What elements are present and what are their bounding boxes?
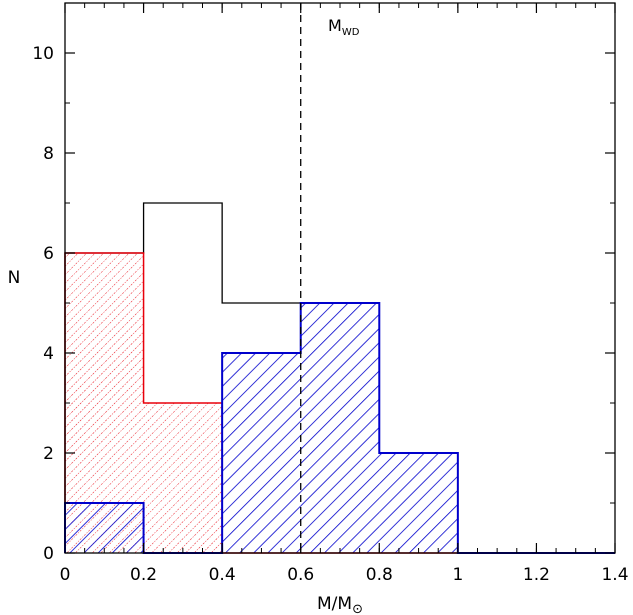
axes: 0 0.2 0.4 0.6 0.8 1 1.2 1.4 0 2 4 6 8 10 bbox=[32, 2, 629, 585]
x-tick-label: 0.4 bbox=[209, 565, 236, 585]
y-tick-label: 0 bbox=[43, 544, 54, 564]
x-tick-label: 1.2 bbox=[523, 565, 550, 585]
red-bar-fill bbox=[143, 403, 223, 553]
blue-bar-fill bbox=[65, 503, 144, 553]
wd-mass-annotation: MWD bbox=[328, 16, 360, 38]
x-axis-label-main: M/M bbox=[317, 594, 352, 614]
y-tick-label: 10 bbox=[32, 44, 54, 64]
wd-annotation-subscript: WD bbox=[342, 27, 360, 38]
y-tick-label: 2 bbox=[43, 444, 54, 464]
x-tick-label: 0.8 bbox=[366, 565, 393, 585]
y-tick-label: 4 bbox=[43, 344, 54, 364]
x-tick-label: 0.6 bbox=[287, 565, 314, 585]
blue-bar-fill bbox=[379, 453, 458, 553]
y-tick-label: 6 bbox=[43, 244, 54, 264]
x-tick-label: 0.2 bbox=[130, 565, 157, 585]
wd-annotation-main: M bbox=[328, 16, 342, 35]
sun-symbol: ⊙ bbox=[352, 602, 363, 615]
x-tick-label: 1 bbox=[452, 565, 463, 585]
plot-area bbox=[64, 3, 615, 554]
x-tick-label: 1.4 bbox=[601, 565, 628, 585]
y-axis-label: N bbox=[8, 268, 21, 288]
x-axis-label: M/M⊙ bbox=[317, 594, 363, 615]
blue-bar-fill bbox=[222, 353, 301, 553]
x-tick-label: 0 bbox=[60, 565, 71, 585]
y-tick-label: 8 bbox=[43, 144, 54, 164]
blue-bar-fill bbox=[300, 303, 380, 553]
